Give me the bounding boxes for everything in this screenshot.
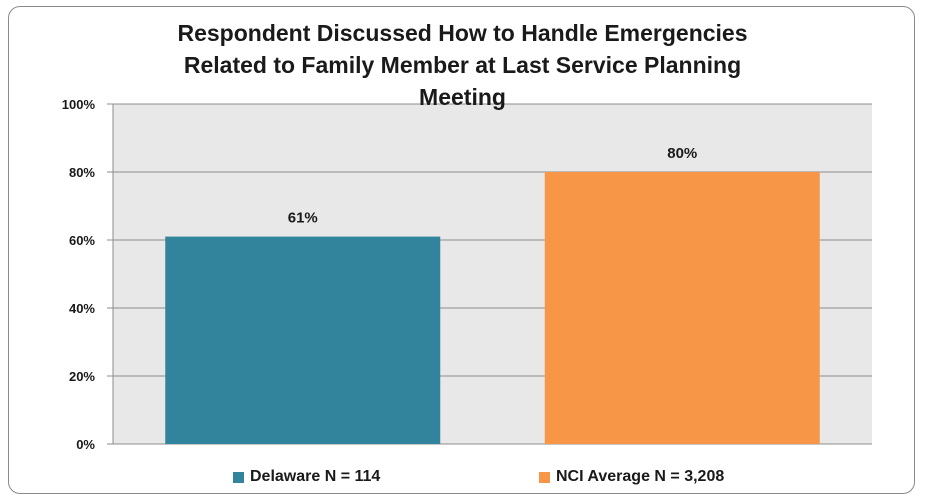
legend-swatch-delaware xyxy=(233,472,244,483)
legend-item-nci-average: NCI Average N = 3,208 xyxy=(539,468,724,486)
y-tick-label: 0% xyxy=(76,437,95,452)
y-tick-label: 20% xyxy=(69,369,95,384)
data-label-delaware: 61% xyxy=(288,210,318,227)
y-tick-label: 80% xyxy=(69,165,95,180)
y-tick-label: 60% xyxy=(69,233,95,248)
bar-nci-average xyxy=(545,172,820,444)
y-tick-label: 40% xyxy=(69,301,95,316)
legend-label-nci-average: NCI Average N = 3,208 xyxy=(556,468,724,486)
chart-title-line-3: Meeting xyxy=(0,84,925,111)
legend-label-delaware: Delaware N = 114 xyxy=(250,468,380,486)
bar-delaware xyxy=(165,237,440,444)
data-label-nci-average: 80% xyxy=(667,145,697,162)
legend-item-delaware: Delaware N = 114 xyxy=(233,468,380,486)
legend-swatch-nci-average xyxy=(539,472,550,483)
